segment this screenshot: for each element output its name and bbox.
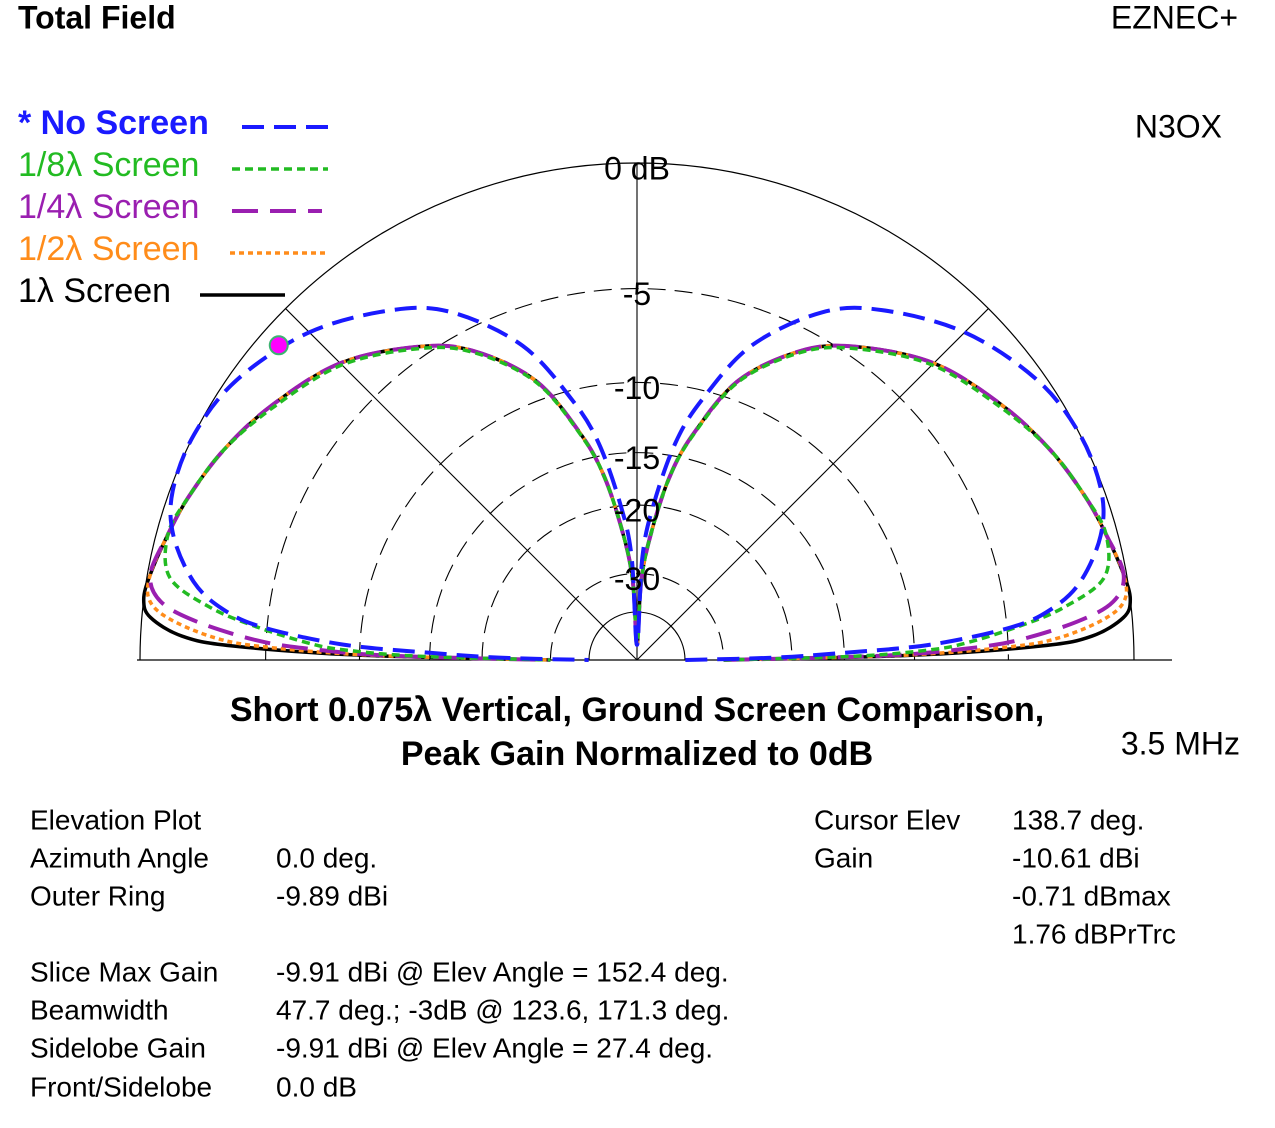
ring-label: -20 (614, 492, 660, 528)
legend-label: 1λ Screen (18, 272, 171, 310)
ring-label: -15 (614, 440, 660, 476)
cursor-marker (268, 335, 289, 356)
info-label: Elevation Plot (30, 804, 201, 835)
info-value: 138.7 deg. (1012, 804, 1144, 835)
info-value: 0.0 dB (276, 1071, 357, 1102)
info-value: 47.7 deg.; -3dB @ 123.6, 171.3 deg. (276, 994, 729, 1025)
info-value: -9.89 dBi (276, 880, 388, 911)
legend-label: 1/8λ Screen (18, 146, 199, 184)
info-label: Azimuth Angle (30, 842, 209, 873)
info-value: -9.91 dBi @ Elev Angle = 27.4 deg. (276, 1032, 713, 1063)
info-label: Front/Sidelobe (30, 1071, 212, 1102)
ring-label: -5 (623, 276, 651, 312)
info-label: Gain (814, 842, 873, 873)
legend-label: * No Screen (18, 104, 209, 142)
ring (265, 288, 1009, 661)
subtitle: Peak Gain Normalized to 0dB (401, 735, 873, 773)
ring-label: 0 dB (604, 150, 670, 186)
angle-grid-line (285, 308, 638, 661)
info-label: Slice Max Gain (30, 956, 218, 987)
legend-label: 1/4λ Screen (18, 188, 199, 226)
info-label: Sidelobe Gain (30, 1032, 206, 1063)
frequency: 3.5 MHz (1121, 725, 1240, 761)
info-value: 1.76 dBPrTrc (1012, 918, 1176, 949)
ring-label: -10 (614, 370, 660, 406)
info-value: -9.91 dBi @ Elev Angle = 152.4 deg. (276, 956, 729, 987)
angle-grid-line (636, 308, 989, 661)
pattern-line (168, 305, 1106, 662)
info-value: -10.61 dBi (1012, 842, 1140, 873)
subtitle: Short 0.075λ Vertical, Ground Screen Com… (230, 691, 1044, 729)
chart-title: Total Field (18, 0, 176, 35)
info-label: Outer Ring (30, 880, 165, 911)
info-value: 0.0 deg. (276, 842, 377, 873)
info-label: Beamwidth (30, 994, 169, 1025)
ring-label: -30 (614, 561, 660, 597)
info-label: Cursor Elev (814, 804, 960, 835)
info-value: -0.71 dBmax (1012, 880, 1171, 911)
legend-label: 1/2λ Screen (18, 230, 199, 268)
author: N3OX (1135, 108, 1222, 144)
program-name: EZNEC+ (1111, 0, 1238, 35)
